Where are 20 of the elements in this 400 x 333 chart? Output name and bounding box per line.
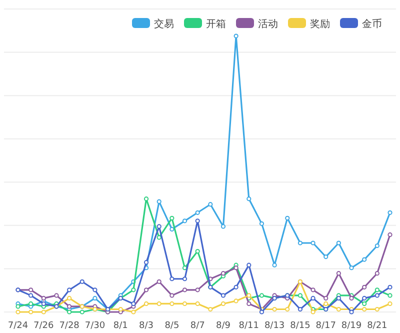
x-tick-label: 8/5 xyxy=(164,321,180,331)
legend-label: 活动 xyxy=(258,18,278,30)
x-tick-label: 8/11 xyxy=(238,321,260,331)
x-tick-label: 8/15 xyxy=(290,321,310,331)
legend-label: 交易 xyxy=(154,18,174,30)
x-tick-label: 8/19 xyxy=(341,321,362,331)
x-tick-label: 8/9 xyxy=(216,321,231,331)
legend-label: 开箱 xyxy=(206,19,226,30)
legend-label: 金币 xyxy=(362,18,382,30)
x-tick-label: 8/17 xyxy=(316,321,336,331)
x-tick-label: 8/3 xyxy=(139,321,154,331)
legend-label: 奖励 xyxy=(310,18,330,30)
x-tick-label: 8/13 xyxy=(264,321,285,331)
x-tick-label: 7/28 xyxy=(59,321,80,331)
x-tick-label: 7/26 xyxy=(34,321,54,331)
x-tick-label: 7/24 xyxy=(8,321,28,331)
x-tick-label: 7/30 xyxy=(84,321,106,331)
x-tick-label: 8/21 xyxy=(367,321,388,331)
x-tick-label: 8/1 xyxy=(113,321,128,331)
x-tick-label: 8/7 xyxy=(190,321,205,331)
